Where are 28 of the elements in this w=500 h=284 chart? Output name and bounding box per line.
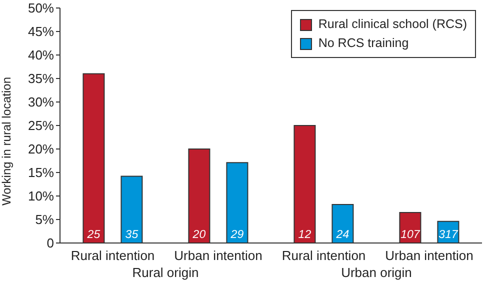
y-tick-label: 45% [28, 24, 54, 40]
text: Urban origin [340, 265, 413, 281]
y-tick-label: 35% [28, 71, 54, 86]
y-tick-label: 25% [28, 118, 54, 134]
annotation: 317 [438, 229, 458, 241]
y-tick-label: 0 [46, 236, 54, 251]
y-tick-label: 40% [28, 48, 54, 63]
x-tick-label: Rural intention [282, 248, 366, 264]
x-tick-label: Rural intention [70, 248, 155, 264]
annotation: 35 [125, 229, 139, 241]
y-tick-label: 10% [28, 188, 54, 204]
text: Rural origin [131, 265, 200, 281]
annotation: 29 [230, 229, 244, 241]
x-tick-label: Urban intention [174, 248, 262, 264]
y-tick-label: 15% [28, 165, 54, 180]
legend-label: No RCS training [318, 35, 409, 52]
y-tick-label: 5% [35, 212, 54, 228]
annotation: 24 [335, 229, 350, 241]
annotation: 107 [400, 229, 420, 241]
annotation: 12 [298, 229, 312, 241]
y-axis-title: Working in rural location [0, 76, 14, 206]
annotation: 20 [192, 229, 206, 241]
x-tick-label: Urban intention [385, 248, 474, 264]
y-tick-label: 30% [28, 94, 54, 110]
annotation: 25 [86, 229, 101, 241]
y-tick-label: 20% [28, 142, 54, 157]
legend-label: Rural clinical school (RCS) [318, 16, 467, 33]
y-tick-label: 50% [28, 0, 54, 16]
